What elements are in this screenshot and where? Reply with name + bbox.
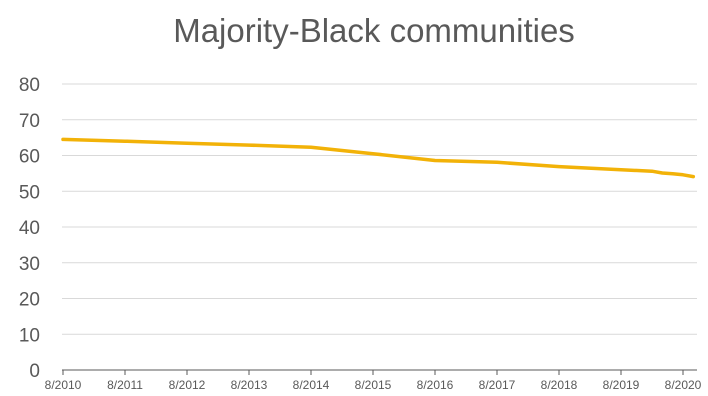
x-tick-label: 8/2010	[45, 378, 82, 392]
x-tick-label: 8/2011	[107, 378, 143, 392]
y-tick-label: 60	[19, 147, 40, 168]
x-tick-label: 8/2016	[417, 378, 454, 392]
y-tick-label: 20	[19, 290, 40, 311]
x-tick-label: 8/2020	[665, 378, 702, 392]
y-tick-label: 30	[19, 254, 40, 275]
y-tick-label: 0	[29, 361, 40, 382]
series-line	[61, 137, 696, 179]
y-tick-label: 80	[19, 75, 40, 96]
x-tick-label: 8/2017	[479, 378, 516, 392]
y-tick-label: 40	[19, 218, 40, 239]
x-tick-label: 8/2018	[541, 378, 578, 392]
x-tick-label: 8/2014	[293, 378, 330, 392]
y-tick-label: 70	[19, 111, 40, 132]
x-tick-label: 8/2012	[169, 378, 206, 392]
y-tick-label: 50	[19, 182, 40, 203]
x-tick-label: 8/2015	[355, 378, 392, 392]
x-tick-label: 8/2019	[603, 378, 640, 392]
y-tick-label: 10	[19, 325, 40, 346]
chart-title: Majority-Black communities	[173, 12, 575, 49]
x-tick-label: 8/2013	[231, 378, 268, 392]
